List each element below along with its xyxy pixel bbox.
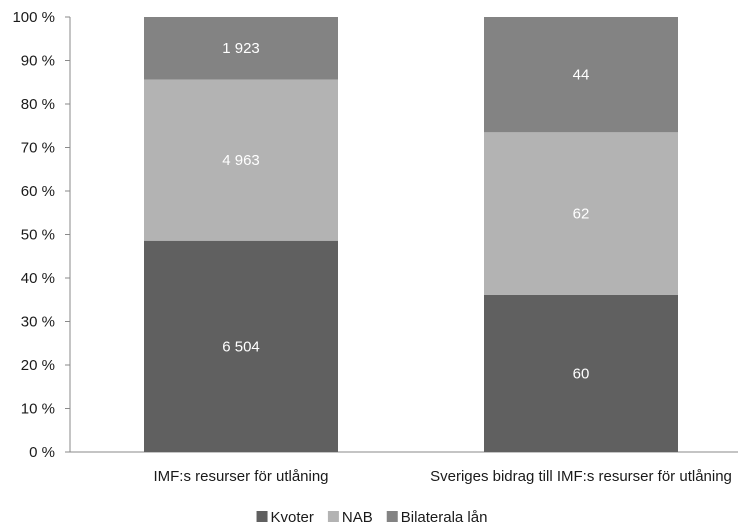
bar-segment-bilaterala-l-n [144,17,338,80]
y-tick-label: 100 % [12,9,55,26]
data-label: 1 923 [222,40,260,57]
data-label: 44 [573,67,590,84]
segment-labels: 6 504 4 963 1 923 60 62 44 [222,40,589,382]
legend: Kvoter NAB Bilaterala lån [256,509,488,526]
bar-segment-nab [144,79,338,241]
legend-swatch [386,511,398,522]
legend-item-kvoter: Kvoter [256,509,314,526]
data-label: 6 504 [222,338,260,355]
legend-swatch [256,511,268,522]
bar-segment-nab [484,132,678,295]
x-category-label: IMF:s resurser för utlåning [153,468,328,485]
bars [144,17,678,452]
y-tick-label: 50 % [21,227,55,244]
bar-segment-kvoter [484,294,678,452]
legend-label: NAB [342,509,373,526]
category-labels: IMF:s resurser för utlåning Sveriges bidr… [153,468,731,485]
legend-swatch [327,511,339,522]
bar-segment-bilaterala-l-n [484,17,678,133]
y-tick-label: 10 % [21,401,55,418]
y-tick-label: 40 % [21,270,55,287]
y-tick-label: 90 % [21,53,55,70]
legend-item-nab: NAB [327,509,373,526]
y-tick-label: 70 % [21,140,55,157]
y-tick-label: 80 % [21,96,55,113]
data-label: 62 [573,206,590,223]
y-tick-label: 60 % [21,183,55,200]
x-category-label: Sveriges bidrag till IMF:s resurser för … [430,468,732,485]
y-tick-label: 20 % [21,357,55,374]
data-label: 4 963 [222,152,260,169]
bar-segment-kvoter [144,240,338,452]
legend-label: Bilaterala lån [401,509,488,526]
legend-label: Kvoter [271,509,314,526]
y-tick-label: 30 % [21,314,55,331]
y-tick-label: 0 % [29,444,55,461]
legend-item-bilaterala-l-n: Bilaterala lån [386,509,488,526]
data-label: 60 [573,365,590,382]
y-axis: 0 % 10 % 20 % 30 % 40 % 50 % 60 % 70 % 80 % 90 % 1… [12,9,71,461]
